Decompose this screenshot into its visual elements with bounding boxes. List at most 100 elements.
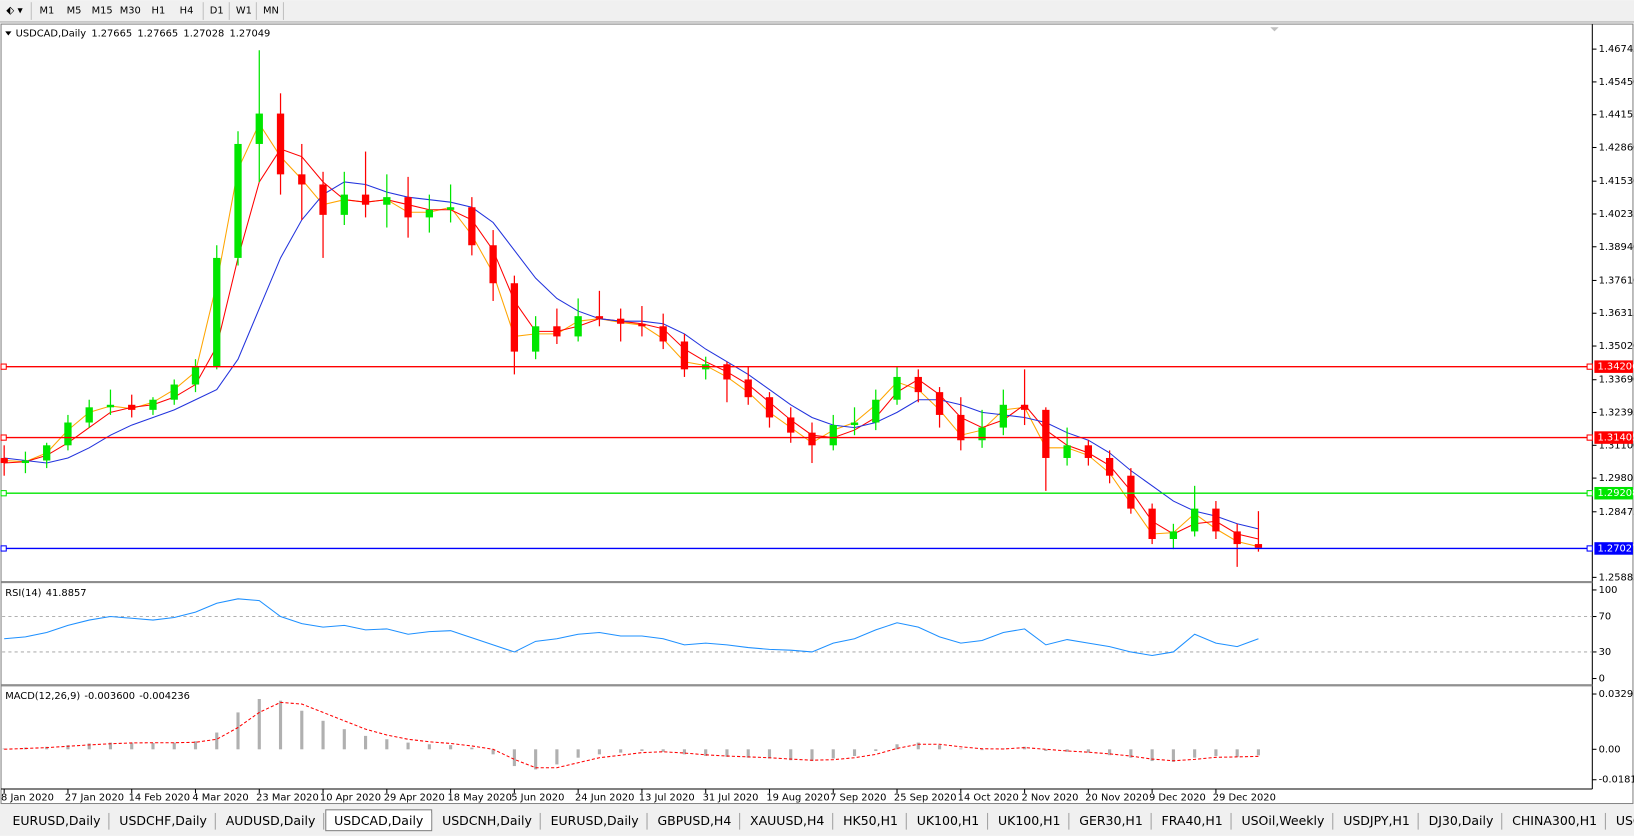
tab[interactable]: XAUUSD,H4	[741, 811, 834, 830]
tab-background	[433, 811, 541, 830]
tab[interactable]: GBPUSD,H4	[649, 811, 741, 830]
macd-bar	[1065, 749, 1069, 752]
level-price-label: 1.31405	[1598, 433, 1634, 444]
timeframe-button[interactable]: D1	[210, 6, 224, 17]
tab[interactable]: EURUSD,Daily	[4, 811, 110, 830]
tab[interactable]: CHINA300,H1	[1503, 811, 1606, 830]
macd-bar	[619, 749, 623, 753]
tab-background	[217, 811, 324, 830]
macd-bar	[831, 749, 835, 759]
macd-bar	[767, 749, 772, 759]
tab[interactable]: UK100,H1	[989, 811, 1070, 830]
tab-background	[1233, 811, 1333, 830]
tab[interactable]: USDCAD,Daily	[325, 809, 433, 832]
tab-label[interactable]: USDCNH,Daily	[442, 813, 532, 828]
tab-label[interactable]: AUDUSD,Daily	[226, 813, 316, 828]
tab-label[interactable]: EURUSD,Daily	[551, 813, 640, 828]
macd-bar	[470, 747, 474, 750]
tab-label[interactable]: XAUUSD,H4	[750, 813, 824, 828]
timeframe-button[interactable]: H1	[152, 6, 166, 17]
rsi-header: RSI(14) 41.8857	[5, 588, 86, 599]
macd-bar	[236, 712, 240, 750]
tab[interactable]: AUDUSD,Daily	[217, 811, 325, 830]
macd-bar	[215, 732, 219, 750]
tab-label[interactable]: UK100,H1	[998, 813, 1061, 828]
candle-body	[340, 194, 348, 215]
macd-bar	[449, 745, 453, 750]
tab[interactable]: USDCNH,Daily	[433, 811, 541, 830]
candle-body	[446, 207, 455, 210]
y-tick-label: 1.35020	[1599, 341, 1634, 352]
y-tick-label: 100	[1599, 585, 1618, 596]
tab[interactable]: UK100,H1	[908, 811, 989, 830]
x-tick-label: 25 Sep 2020	[894, 792, 957, 803]
macd-bar	[704, 749, 708, 757]
tab[interactable]: DJ30,Daily	[1420, 811, 1503, 830]
candle-body	[1042, 409, 1050, 458]
x-tick-label: 24 Jun 2020	[575, 792, 634, 803]
x-tick-label: 14 Oct 2020	[958, 792, 1019, 803]
macd-bar	[193, 741, 198, 750]
tab[interactable]: FRA40,H1	[1153, 811, 1232, 830]
tab-label[interactable]: GBPUSD,H4	[657, 813, 731, 828]
macd-bar	[130, 742, 134, 750]
tab-label[interactable]: USDJPY,H1	[1343, 813, 1410, 828]
collapse-marker[interactable]	[5, 31, 12, 36]
tab-label[interactable]: EURUSD,Daily	[13, 813, 102, 828]
tab[interactable]: EURUSD,Daily	[542, 811, 648, 830]
macd-bar	[682, 749, 687, 755]
tab-label[interactable]: GER30,H1	[1079, 813, 1143, 828]
timeframe-button[interactable]: M30	[120, 6, 141, 17]
x-tick-label: 29 Apr 2020	[384, 792, 445, 803]
tab-label[interactable]: CHINA300,H1	[1512, 813, 1597, 828]
macd-bar	[66, 745, 70, 750]
candle-body	[999, 404, 1007, 428]
timeframe-button[interactable]: H4	[180, 6, 194, 17]
tab[interactable]: USOil,Weekly	[1233, 811, 1334, 830]
tab[interactable]: HK50,H1	[834, 811, 907, 830]
macd-bar	[980, 749, 984, 751]
tab-label[interactable]: USOil,	[1616, 813, 1634, 828]
candle-body	[489, 245, 497, 284]
candle-body	[787, 417, 795, 433]
tab-label[interactable]: DJ30,Daily	[1429, 813, 1494, 828]
candle-body	[850, 422, 859, 426]
macd-bar	[406, 742, 410, 750]
tab[interactable]: USDJPY,H1	[1334, 811, 1419, 830]
candle-body	[1063, 445, 1071, 458]
toolbar-icon[interactable]: ⬖ ▾	[6, 5, 23, 17]
candle-body	[21, 460, 30, 464]
candle-body	[574, 316, 582, 337]
tab-label[interactable]: HK50,H1	[843, 813, 898, 828]
y-tick-label: 1.29805	[1599, 473, 1634, 484]
macd-bar	[172, 742, 176, 750]
level-price-label: 1.29208	[1598, 488, 1634, 499]
tab-label[interactable]: USDCHF,Daily	[119, 813, 207, 828]
timeframe-button[interactable]: MN	[263, 6, 279, 17]
tab-background	[741, 811, 833, 830]
timeframe-button[interactable]: W1	[236, 6, 252, 17]
timeframe-button[interactable]: M15	[92, 6, 113, 17]
candle-body	[170, 384, 178, 400]
x-tick-label: 23 Mar 2020	[256, 792, 319, 803]
macd-bar	[108, 742, 113, 750]
tab-label[interactable]: USOil,Weekly	[1241, 813, 1325, 828]
macd-bar	[916, 742, 920, 750]
x-tick-label: 2 Nov 2020	[1021, 792, 1078, 803]
tab-label[interactable]: USDCAD,Daily	[334, 813, 424, 828]
timeframe-button[interactable]: M1	[39, 6, 54, 17]
macd-bar	[385, 739, 389, 750]
macd-bar	[597, 749, 601, 755]
tab[interactable]: GER30,H1	[1070, 811, 1152, 830]
macd-bar	[1108, 749, 1112, 756]
tab-label[interactable]: FRA40,H1	[1162, 813, 1223, 828]
tab[interactable]: USOil,	[1607, 811, 1634, 830]
tab[interactable]: USDCHF,Daily	[110, 811, 216, 830]
candle-body	[893, 376, 901, 400]
timeframe-button[interactable]: M5	[67, 6, 82, 17]
candle-body	[510, 283, 519, 352]
tab-label[interactable]: UK100,H1	[917, 813, 980, 828]
candle-body	[361, 194, 370, 205]
candle-body	[744, 379, 752, 398]
